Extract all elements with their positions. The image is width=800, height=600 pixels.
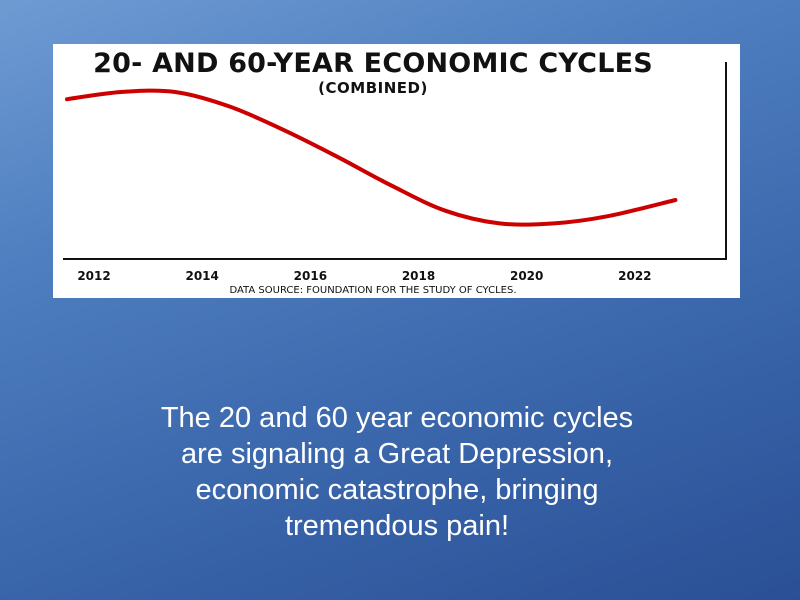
x-tick-label-2020: 2020 xyxy=(510,269,543,283)
chart-subtitle: (COMBINED) xyxy=(318,79,428,97)
x-tick-label-2022: 2022 xyxy=(618,269,651,283)
x-tick-label-2018: 2018 xyxy=(402,269,435,283)
caption-line-4: tremendous pain! xyxy=(284,510,510,542)
x-tick-label-2016: 2016 xyxy=(294,269,327,283)
caption-line-1: The 20 and 60 year economic cycles xyxy=(160,402,634,434)
chart-panel: 2012 2014 2016 2018 2020 2022 20- AND 60-YEAR… xyxy=(53,44,740,298)
data-source-note: DATA SOURCE: FOUNDATION FOR THE STUDY OF… xyxy=(229,285,517,296)
chart-title: 20- AND 60-YEAR ECONOMIC CYCLES xyxy=(93,48,653,79)
caption-line-3: economic catastrophe, bringing xyxy=(195,474,599,506)
slide-caption: The 20 and 60 year economic cycles are s… xyxy=(100,400,694,544)
caption-line-2: are signaling a Great Depression, xyxy=(180,438,613,470)
chart-plot: 2012 2014 2016 2018 2020 2022 xyxy=(63,62,727,283)
x-tick-label-2014: 2014 xyxy=(185,269,218,283)
x-tick-label-2012: 2012 xyxy=(77,269,110,283)
x-tick-labels: 2012 2014 2016 2018 2020 2022 xyxy=(77,269,651,283)
cycle-line xyxy=(65,88,678,227)
